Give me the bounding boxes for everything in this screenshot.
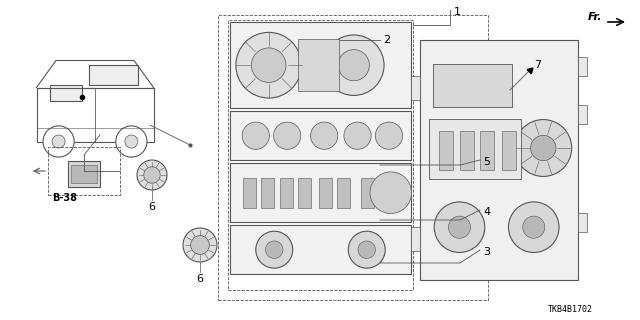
Circle shape [43, 126, 74, 157]
Bar [420, 40, 578, 280]
Circle shape [266, 241, 283, 259]
Bar [88, 65, 138, 85]
Bar [439, 131, 453, 170]
Text: 5: 5 [483, 157, 490, 167]
Circle shape [324, 35, 384, 95]
Text: 6: 6 [148, 202, 156, 212]
Circle shape [116, 126, 147, 157]
Circle shape [523, 216, 545, 238]
Circle shape [509, 202, 559, 252]
Bar [230, 163, 411, 222]
Circle shape [52, 135, 65, 148]
Bar [298, 39, 339, 91]
Bar [49, 85, 82, 101]
Circle shape [515, 120, 572, 176]
Circle shape [236, 32, 301, 98]
Bar [578, 57, 588, 76]
Bar [243, 178, 256, 208]
Circle shape [348, 231, 385, 268]
Text: Fr.: Fr. [588, 12, 602, 22]
Bar [230, 22, 411, 108]
Text: 7: 7 [534, 60, 541, 70]
Circle shape [242, 122, 269, 149]
Circle shape [137, 160, 167, 190]
Bar [298, 178, 311, 208]
Bar [383, 178, 396, 208]
Bar [433, 64, 511, 107]
Text: TKB4B1702: TKB4B1702 [547, 305, 593, 314]
Circle shape [358, 241, 376, 259]
Bar [319, 178, 332, 208]
Circle shape [370, 172, 412, 213]
Bar [502, 131, 516, 170]
Bar [218, 15, 488, 300]
Bar [578, 105, 588, 124]
Circle shape [375, 122, 403, 149]
Text: 4: 4 [483, 207, 490, 217]
Bar [480, 131, 494, 170]
Bar [71, 165, 97, 183]
Circle shape [273, 122, 301, 149]
Circle shape [191, 236, 209, 254]
Bar [337, 178, 350, 208]
Bar [68, 161, 100, 187]
Bar [280, 178, 292, 208]
Circle shape [252, 48, 286, 83]
Bar [578, 213, 588, 232]
Text: 6: 6 [196, 274, 204, 284]
Circle shape [339, 50, 369, 81]
Bar [261, 178, 275, 208]
Bar [48, 147, 120, 195]
Bar [460, 131, 474, 170]
Bar [361, 178, 374, 208]
Circle shape [144, 167, 160, 183]
Bar [410, 76, 420, 100]
Bar [228, 20, 413, 290]
Bar [230, 225, 411, 274]
Circle shape [125, 135, 138, 148]
Bar [429, 119, 521, 179]
Text: 3: 3 [483, 247, 490, 257]
Circle shape [449, 216, 470, 238]
Circle shape [183, 228, 217, 262]
Bar [36, 87, 154, 141]
Circle shape [434, 202, 484, 252]
Text: 2: 2 [383, 35, 390, 45]
Text: B-38: B-38 [52, 193, 77, 203]
Circle shape [256, 231, 292, 268]
Circle shape [310, 122, 338, 149]
Bar [410, 227, 420, 251]
Circle shape [531, 135, 556, 161]
Text: 1: 1 [454, 7, 461, 17]
Circle shape [344, 122, 371, 149]
Bar [230, 111, 411, 160]
